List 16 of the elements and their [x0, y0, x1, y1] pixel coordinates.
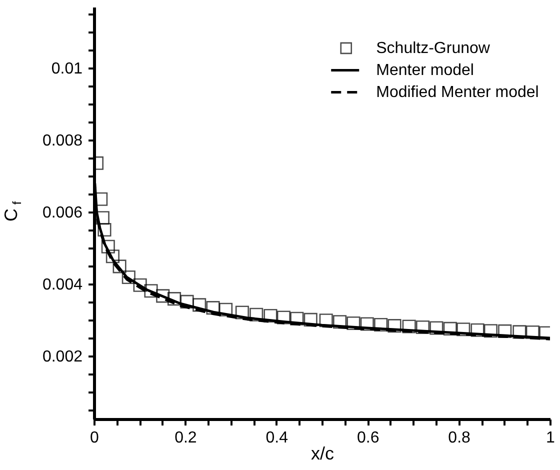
x-tick-label: 1 — [546, 430, 556, 446]
legend-label: Menter model — [376, 62, 474, 80]
y-tick-label: 0.006 — [42, 204, 83, 222]
y-tick-label: 0.004 — [42, 276, 83, 294]
x-tick-label: 0.8 — [448, 430, 471, 446]
x-tick-label: 0.4 — [266, 430, 288, 446]
legend-label: Schultz-Grunow — [376, 40, 490, 58]
x-tick-label: 0.6 — [356, 430, 380, 446]
y-tick-label: 0.002 — [42, 348, 83, 366]
x-axis-title: x/c — [310, 444, 334, 464]
y-tick-label: 0.008 — [42, 132, 83, 150]
x-tick-label: 0 — [90, 430, 100, 446]
y-axis-title: Cf — [1, 200, 24, 222]
y-tick-label: 0.01 — [51, 60, 83, 78]
legend-label: Modified Menter model — [376, 84, 539, 102]
x-tick-label: 0.2 — [174, 430, 197, 446]
